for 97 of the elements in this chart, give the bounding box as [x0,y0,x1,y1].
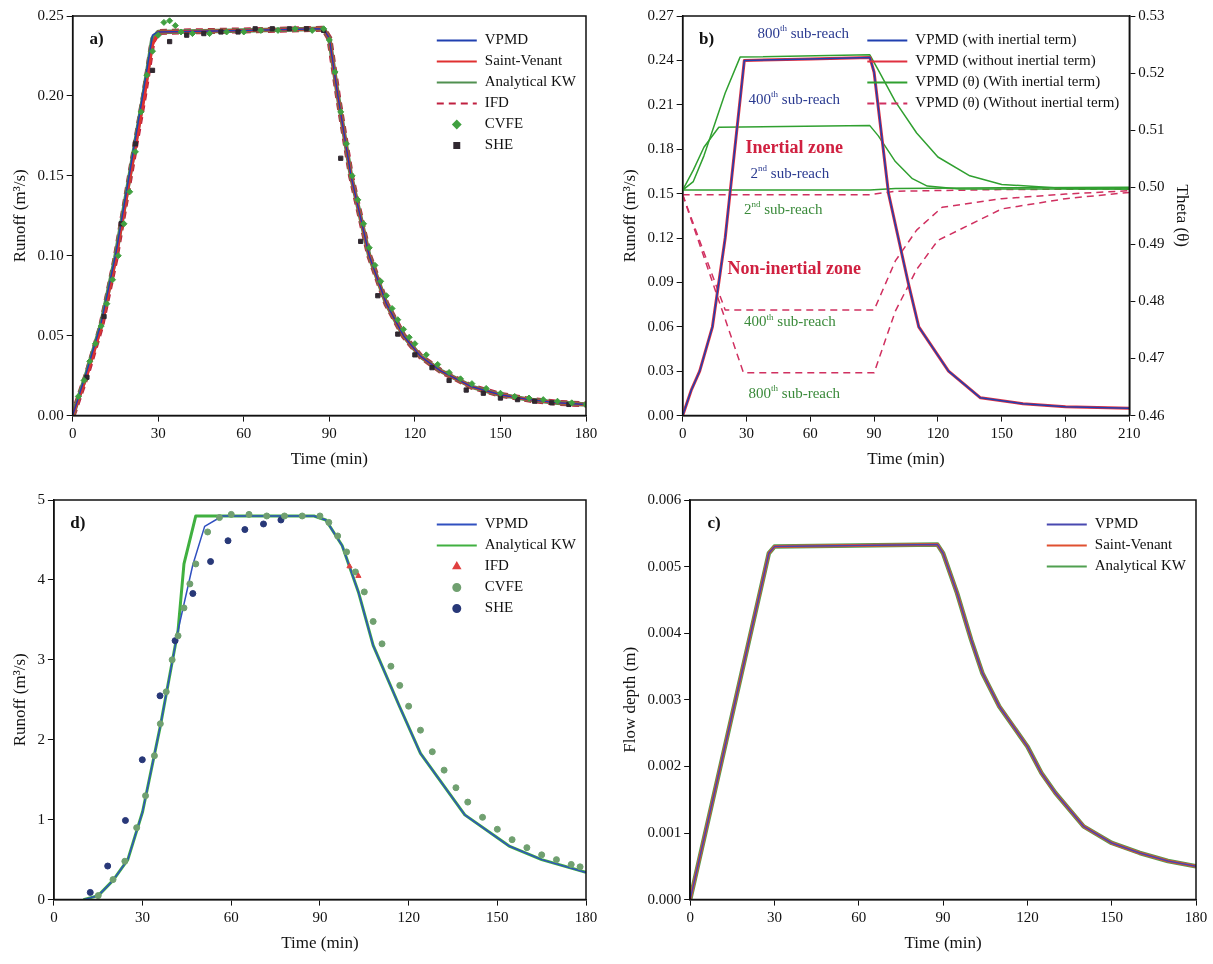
legend-label: VPMD (θ) (With inertial term) [915,73,1101,91]
annotation: Non-inertial zone [727,257,862,278]
x-tick-label: 150 [489,424,512,441]
x-axis-title: Time (min) [290,449,368,469]
y2-tick-label: 0.53 [1138,6,1165,23]
y2-tick-label: 0.50 [1138,178,1165,195]
annotation: a) [89,29,104,49]
y-tick-label: 0.12 [647,228,674,245]
y-tick-label: 3 [37,650,45,667]
x-tick-label: 150 [990,424,1013,441]
y-tick-label: 0.06 [647,317,675,334]
legend-label: Analytical KW [1094,557,1187,574]
y-tick-label: 4 [37,570,46,587]
legend-label: VPMD [1094,515,1139,532]
x-tick-label: 120 [926,424,950,441]
y-axis-title: Runoff (m³/s) [9,169,29,263]
legend-label: CVFE [484,115,524,132]
x-tick-label: 30 [766,908,782,925]
y2-tick-label: 0.48 [1138,292,1165,309]
x-tick-label: 210 [1118,424,1141,441]
y-tick-label: 0.10 [37,246,64,263]
x-tick-label: 90 [935,908,951,925]
y-tick-label: 0.001 [647,823,682,840]
legend-label: SHE [484,599,514,616]
x-tick-label: 0 [686,908,694,925]
y-tick-label: 0.00 [37,406,64,423]
legend-label: IFD [484,557,510,574]
y-tick-label: 0.27 [647,6,675,23]
y2-tick-label: 0.47 [1138,349,1166,366]
annotation: Inertial zone [745,136,844,157]
x-tick-label: 90 [866,424,882,441]
y-tick-label: 0.25 [37,6,64,23]
x-tick-label: 60 [802,424,818,441]
x-tick-label: 60 [851,908,867,925]
x-tick-label: 0 [68,424,77,441]
y-tick-label: 0.09 [647,273,674,290]
y2-tick-label: 0.51 [1138,121,1165,138]
y-tick-label: 0.00 [647,406,674,423]
legend-label: IFD [484,94,510,111]
y-tick-label: 0.18 [647,140,674,157]
x-tick-label: 120 [403,424,427,441]
y-tick-label: 0.05 [37,326,64,343]
y2-tick-label: 0.46 [1138,406,1166,423]
x-axis-title: Time (min) [904,933,982,953]
legend-label: VPMD [484,515,529,532]
legend-label: VPMD (without inertial term) [915,52,1096,70]
legend-label: SHE [484,136,514,153]
x-tick-label: 90 [312,908,328,925]
legend-label: Analytical KW [484,536,577,553]
y2-axis-title: Theta (θ) [1173,184,1193,248]
annotation: b) [699,29,715,49]
x-axis-title: Time (min) [867,449,945,469]
x-tick-label: 30 [738,424,754,441]
y2-tick-label: 0.49 [1138,235,1165,252]
x-tick-label: 30 [150,424,166,441]
y-axis-title: Flow depth (m) [619,646,639,753]
legend-label: CVFE [484,578,524,595]
y-tick-label: 5 [37,490,45,507]
y-tick-label: 2 [37,730,45,747]
y-tick-label: 0.006 [647,490,682,507]
y-axis-title: Runoff (m³/s) [9,653,29,747]
x-tick-label: 60 [223,908,239,925]
x-tick-label: 150 [486,908,509,925]
y-tick-label: 0.002 [647,757,682,774]
legend-label: Saint-Venant [484,52,564,69]
legend-label: Analytical KW [484,73,577,90]
legend-label: VPMD (with inertial term) [915,31,1077,49]
y-tick-label: 0 [37,890,45,907]
y-tick-label: 0.15 [37,166,64,183]
y-tick-label: 1 [37,810,45,827]
x-tick-label: 90 [321,424,337,441]
y-tick-label: 0.000 [647,890,682,907]
annotation: c) [707,513,721,533]
y-tick-label: 0.004 [647,624,682,641]
y-tick-label: 0.15 [647,184,674,201]
x-tick-label: 180 [574,424,598,441]
y-tick-label: 0.03 [647,362,674,379]
annotation: d) [70,513,86,533]
x-tick-label: 180 [1054,424,1077,441]
x-axis-title: Time (min) [281,933,359,953]
y-tick-label: 0.21 [647,95,674,112]
y-tick-label: 0.20 [37,86,64,103]
legend-label: Saint-Venant [1094,536,1174,553]
y-axis-title: Runoff (m³/s) [619,169,639,263]
x-tick-label: 150 [1100,908,1123,925]
x-tick-label: 30 [135,908,151,925]
x-tick-label: 120 [397,908,420,925]
x-tick-label: 120 [1016,908,1039,925]
y-tick-label: 0.003 [647,690,682,707]
x-tick-label: 60 [236,424,252,441]
y-tick-label: 0.005 [647,557,682,574]
x-tick-label: 180 [574,908,598,925]
legend-label: VPMD [484,31,529,48]
y-tick-label: 0.24 [647,51,675,68]
legend-label: VPMD (θ) (Without inertial term) [915,94,1120,112]
x-tick-label: 180 [1184,908,1208,925]
y2-tick-label: 0.52 [1138,64,1165,81]
